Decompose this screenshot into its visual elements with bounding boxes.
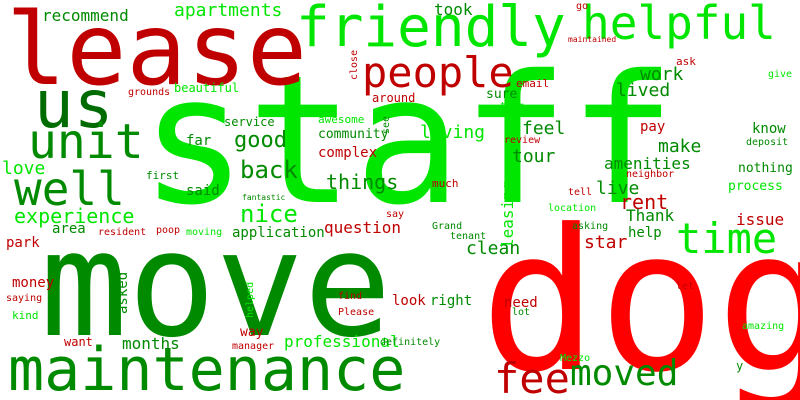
word: deposit [746,138,788,148]
word: question [324,220,401,236]
word: complex [318,146,377,160]
word: months [122,336,180,352]
word: love [2,160,45,178]
word: live [596,180,639,198]
word: go [576,2,588,12]
word: awesome [318,114,364,125]
word: said [186,184,220,198]
word: Please [338,308,374,318]
word: poop [156,226,180,236]
word: back [240,158,298,182]
word: much [432,178,459,189]
word: right [430,294,472,308]
word: things [326,172,398,192]
word: park [6,236,40,250]
word: sure [486,88,517,101]
word: application [232,226,325,240]
word: lived [616,82,670,100]
word: apartments [174,2,282,20]
word: tell [568,188,592,198]
word: close [350,50,360,80]
word: asked [116,272,130,314]
word: help [628,226,662,240]
word: took [434,2,473,18]
word: area [52,222,86,236]
word: process [728,180,783,193]
word: location [548,204,596,214]
word: helped [246,282,256,318]
word: good [234,130,287,152]
word: money [12,276,54,290]
word: team [500,102,524,112]
word: first [146,170,179,181]
word: tour [512,148,555,166]
word: maintained [568,36,616,44]
word: ask [676,56,696,67]
word: neighbor [626,170,674,180]
word: review [504,136,540,146]
word: far [186,134,211,148]
word: living [420,124,485,142]
word: email [516,78,549,89]
word: star [584,234,627,252]
word: nice [240,202,298,226]
word: let [676,282,694,292]
word: moving [186,228,222,238]
word: community [318,128,388,141]
word: manager [232,342,274,352]
word: beautiful [174,82,239,94]
word: leasing [500,181,516,248]
word: lot [512,308,530,318]
word: Thank [626,208,674,224]
word: tenant [450,232,486,242]
word: say [386,210,404,220]
word: definitely [380,338,440,348]
word: resident [98,228,146,238]
word: way [240,326,263,339]
word: fantastic [242,194,285,202]
word: nothing [738,162,793,175]
word: unit [28,118,144,166]
word: grounds [128,88,170,98]
word: know [752,122,786,136]
word: saying [6,294,42,304]
word: kind [12,310,39,321]
word: y [736,360,743,372]
word: issue [736,212,784,228]
word: service [224,116,275,128]
word: amazing [742,322,784,332]
word: want [64,336,93,348]
word: look [392,294,426,308]
word: see [382,116,392,134]
word: Mezzo [560,354,590,364]
word: recommend [42,8,129,24]
word: give [768,70,792,80]
word: pay [640,120,665,134]
word: asking [572,222,608,232]
word: fee [494,358,570,400]
word: find [338,292,362,302]
word: around [372,92,415,104]
